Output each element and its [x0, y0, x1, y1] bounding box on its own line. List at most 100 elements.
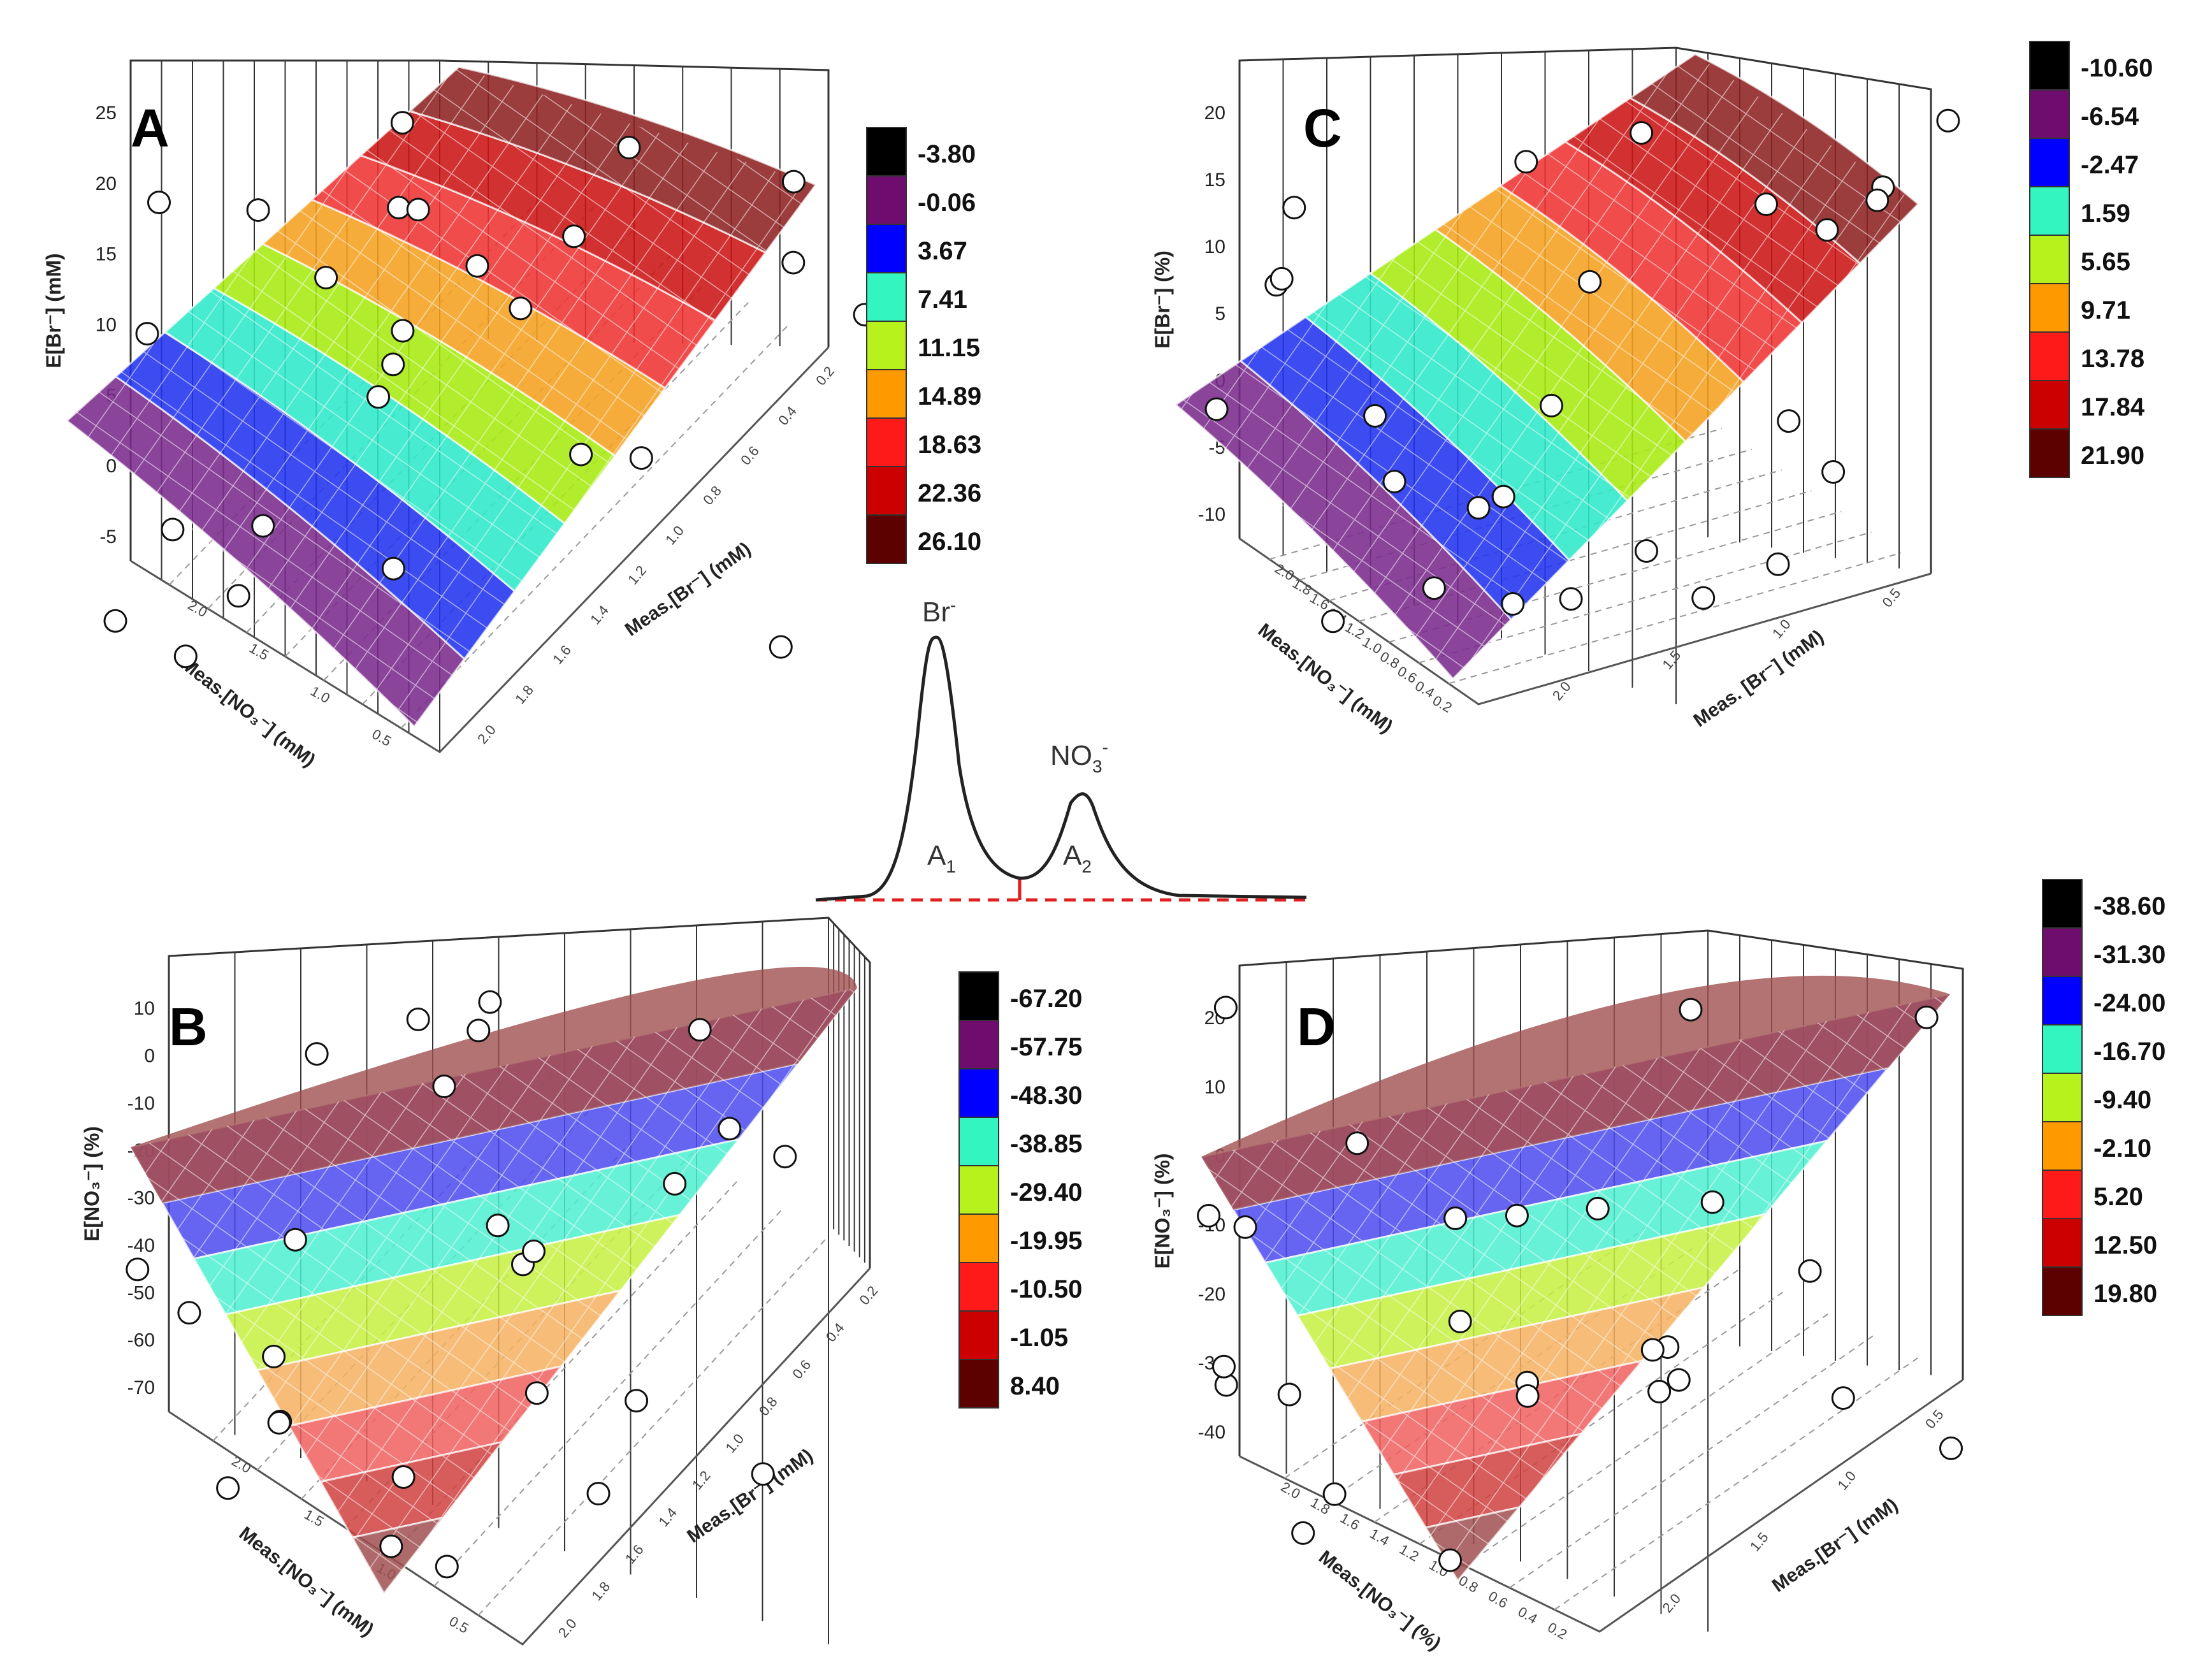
colorbar-label: 14.89	[918, 382, 981, 410]
data-point	[509, 296, 533, 321]
colorbar-swatch	[2029, 331, 2070, 381]
y-tick-label: 1.0	[722, 1431, 747, 1456]
colorbar-swatch	[2042, 1218, 2083, 1268]
data-point	[1666, 1368, 1691, 1392]
data-point	[1865, 188, 1890, 212]
data-points	[1197, 996, 1963, 1572]
data-point	[135, 322, 159, 346]
data-point	[1831, 1386, 1855, 1410]
colorbar-label: -67.20	[1010, 985, 1082, 1013]
panel-letter: B	[169, 997, 208, 1057]
colorbar-label: 7.41	[918, 286, 967, 314]
x-tick-label: 0.2	[1545, 1619, 1570, 1642]
colorbar: -38.60 -31.30 -24.00 -16.70 -9.40 -2.10 5.20 12…	[2042, 879, 2165, 1316]
x-tick-label: 0.4	[1412, 677, 1437, 701]
y-tick-label: 1.6	[549, 642, 574, 667]
data-points	[1204, 108, 1960, 634]
z-axis-label: E[NO₃⁻] (%)	[1151, 1154, 1174, 1269]
data-point	[1821, 460, 1846, 484]
panel-letter: D	[1297, 997, 1336, 1057]
data-point	[251, 514, 275, 538]
floor-grid-line	[1359, 490, 1812, 622]
colorbar-swatch	[866, 321, 907, 370]
data-point	[226, 584, 250, 608]
data-point	[1766, 552, 1790, 576]
data-point	[1540, 393, 1563, 417]
data-point	[718, 1117, 742, 1141]
x-tick-label: 0.5	[447, 1613, 472, 1637]
floor-grid-line	[1509, 1335, 1874, 1589]
data-points	[103, 111, 877, 669]
colorbar-label: 3.67	[918, 237, 967, 265]
data-point	[1438, 1548, 1462, 1572]
y-tick-label: 2.0	[474, 721, 499, 747]
panel-A: 2520151050-5E[Br⁻] (mM)2.01.51.00.5Meas.…	[42, 59, 981, 771]
data-point	[1197, 1204, 1221, 1228]
z-tick-label: 10	[134, 998, 155, 1019]
colorbar-label: -10.50	[1010, 1275, 1082, 1303]
x-tick-label: 1.5	[301, 1506, 326, 1530]
floor-grid-line	[1464, 1314, 1828, 1567]
floor-grid-line	[1448, 552, 1902, 685]
data-point	[773, 1145, 797, 1169]
colorbar-swatch	[2042, 879, 2083, 929]
data-point	[1630, 121, 1654, 145]
colorbar-label: -0.06	[918, 189, 976, 217]
floor-grid-line	[1389, 511, 1842, 643]
colorbar-label: 5.20	[2093, 1183, 2143, 1211]
data-point	[177, 1301, 201, 1325]
data-point	[1586, 1196, 1610, 1221]
floor-grid-line	[1554, 1357, 1918, 1611]
data-point	[1936, 108, 1960, 133]
z-tick-label: 10	[1204, 1076, 1225, 1097]
colorbar-swatch	[2029, 283, 2070, 333]
z-tick-label: -10	[1198, 504, 1225, 525]
colorbar-swatch	[866, 272, 907, 322]
colorbar-label: 26.10	[918, 528, 981, 556]
surface-mesh	[131, 988, 857, 1593]
z-axis-label: E[NO₃⁻] (%)	[80, 1126, 103, 1242]
data-point	[617, 136, 641, 159]
chromatogram-inset: Br- NO3- A1 A2	[815, 595, 1307, 902]
data-point	[466, 1018, 491, 1043]
x-tick-label: 1.8	[1290, 575, 1315, 598]
data-point	[1466, 496, 1491, 520]
data-point	[1448, 1309, 1472, 1333]
x-tick-label: 0.8	[1377, 648, 1402, 672]
colorbar-swatch	[2042, 1170, 2083, 1219]
z-tick-label: 0	[144, 1045, 155, 1066]
y-tick-label: 1.2	[689, 1468, 714, 1493]
y-tick-label: 1.8	[588, 1579, 613, 1604]
z-tick-label: -60	[127, 1330, 155, 1351]
x-axis-label: Meas.[NO₃⁻] (%)	[1315, 1547, 1445, 1655]
z-axis-label: E[Br⁻] (mM)	[42, 253, 65, 368]
colorbar-swatch	[958, 1020, 999, 1069]
data-point	[486, 1213, 510, 1238]
colorbar-label: 11.15	[918, 334, 980, 362]
floor-grid-line	[477, 1238, 827, 1616]
x-tick-label: 0.6	[1395, 663, 1420, 686]
data-point	[147, 191, 171, 215]
data-point	[1363, 404, 1387, 428]
colorbar-swatch	[2042, 1121, 2083, 1171]
colorbar: -67.20 -57.75 -48.30 -38.85 -29.40 -19.95 -10.…	[958, 971, 1082, 1409]
data-point	[1777, 409, 1801, 433]
data-point	[1754, 192, 1778, 216]
z-tick-label: 15	[1204, 170, 1225, 191]
data-point	[629, 446, 653, 470]
colorbar-swatch	[2042, 976, 2083, 1025]
axis-frame	[1238, 929, 1964, 1456]
data-point	[1798, 1259, 1822, 1283]
data-point	[663, 1171, 687, 1196]
colorbar-swatch	[958, 1310, 999, 1360]
colorbar-label: -48.30	[1010, 1082, 1082, 1110]
colorbar-swatch	[2029, 89, 2070, 139]
x-tick-label: 1.2	[1397, 1541, 1422, 1565]
z-tick-label: -20	[1198, 1284, 1225, 1305]
data-point	[1640, 1338, 1665, 1362]
z-tick-label: 20	[96, 173, 117, 194]
z-tick-label: -30	[127, 1188, 155, 1209]
colorbar-swatch	[866, 417, 907, 467]
data-point	[246, 198, 270, 222]
z-tick-label: 20	[1204, 103, 1225, 124]
